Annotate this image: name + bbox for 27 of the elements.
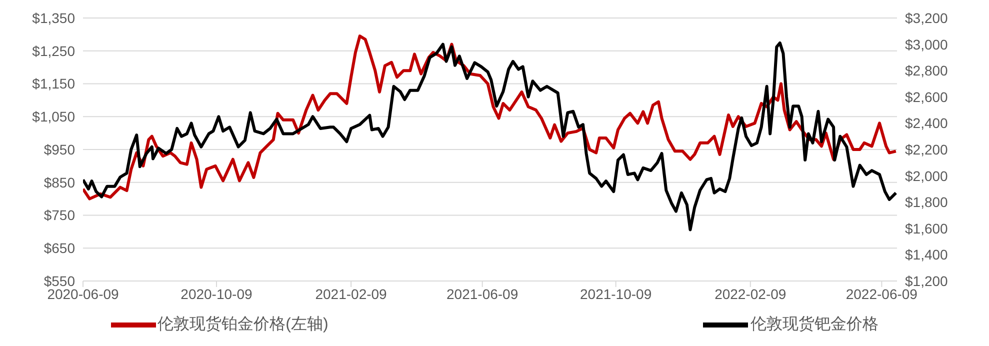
y-tick-label: $750 bbox=[44, 207, 76, 224]
legend-label: 伦敦现货铂金价格(左轴) bbox=[158, 314, 328, 335]
y2-tick-label: $2,200 bbox=[905, 141, 948, 158]
y2-tick-label: $2,000 bbox=[905, 168, 948, 184]
y2-tick-label: $1,400 bbox=[905, 246, 948, 263]
y2-tick-label: $3,000 bbox=[905, 36, 948, 52]
y2-tick-label: $2,600 bbox=[905, 88, 948, 105]
y2-tick-label: $1,600 bbox=[905, 220, 948, 236]
x-tick-label: 2021-10-09 bbox=[580, 286, 652, 302]
y2-tick-label: $2,400 bbox=[905, 115, 948, 132]
y-tick-label: $1,050 bbox=[32, 108, 76, 125]
line-series bbox=[83, 41, 897, 232]
x-tick-label: 2020-10-09 bbox=[180, 286, 252, 302]
y2-tick-label: $1,800 bbox=[905, 194, 948, 210]
y-tick-label: $850 bbox=[44, 174, 76, 190]
legend-label: 伦敦现货钯金价格 bbox=[750, 314, 878, 335]
y-tick-label: $1,150 bbox=[32, 76, 76, 92]
y-tick-label: $1,250 bbox=[32, 42, 76, 59]
x-tick-label: 2022-02-09 bbox=[714, 286, 786, 302]
x-tick-label: 2021-02-09 bbox=[315, 286, 388, 302]
y-tick-label: $950 bbox=[44, 141, 76, 158]
y2-tick-label: $2,800 bbox=[905, 62, 948, 79]
y-tick-label: $650 bbox=[44, 240, 76, 256]
x-tick-label: 2021-06-09 bbox=[446, 286, 518, 302]
y2-tick-label: $3,200 bbox=[905, 10, 948, 26]
line-series bbox=[83, 34, 897, 200]
y-tick-label: $1,350 bbox=[32, 10, 76, 26]
